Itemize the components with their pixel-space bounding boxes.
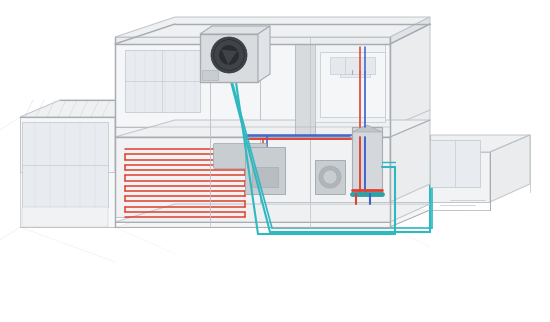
Polygon shape bbox=[115, 120, 430, 137]
Polygon shape bbox=[390, 24, 430, 127]
Polygon shape bbox=[260, 127, 390, 202]
Polygon shape bbox=[390, 110, 430, 202]
Polygon shape bbox=[22, 122, 108, 207]
Polygon shape bbox=[352, 127, 382, 194]
Polygon shape bbox=[390, 135, 530, 152]
Polygon shape bbox=[115, 204, 430, 222]
Polygon shape bbox=[229, 52, 238, 64]
Polygon shape bbox=[260, 44, 390, 127]
Polygon shape bbox=[295, 37, 315, 137]
Polygon shape bbox=[115, 44, 260, 127]
Polygon shape bbox=[245, 147, 285, 194]
Circle shape bbox=[323, 170, 337, 184]
Polygon shape bbox=[115, 210, 430, 227]
Polygon shape bbox=[315, 160, 345, 194]
Polygon shape bbox=[258, 26, 270, 82]
Polygon shape bbox=[315, 44, 385, 122]
FancyBboxPatch shape bbox=[213, 144, 267, 168]
Polygon shape bbox=[115, 100, 155, 172]
Polygon shape bbox=[340, 62, 370, 77]
Polygon shape bbox=[320, 52, 385, 117]
Polygon shape bbox=[20, 172, 115, 227]
Polygon shape bbox=[330, 57, 375, 74]
Polygon shape bbox=[390, 17, 430, 44]
Polygon shape bbox=[490, 135, 530, 202]
Polygon shape bbox=[20, 100, 155, 117]
Polygon shape bbox=[430, 140, 480, 187]
Polygon shape bbox=[200, 34, 258, 82]
Polygon shape bbox=[390, 152, 490, 202]
Polygon shape bbox=[200, 26, 270, 34]
Polygon shape bbox=[222, 46, 237, 51]
Polygon shape bbox=[220, 51, 227, 64]
Polygon shape bbox=[115, 17, 430, 37]
Circle shape bbox=[211, 37, 247, 73]
Polygon shape bbox=[125, 50, 200, 112]
Polygon shape bbox=[352, 125, 382, 132]
Polygon shape bbox=[115, 127, 260, 217]
Polygon shape bbox=[202, 70, 218, 80]
Polygon shape bbox=[252, 167, 278, 187]
Circle shape bbox=[319, 166, 341, 188]
Polygon shape bbox=[22, 207, 108, 227]
Polygon shape bbox=[20, 117, 115, 172]
Polygon shape bbox=[115, 37, 390, 44]
